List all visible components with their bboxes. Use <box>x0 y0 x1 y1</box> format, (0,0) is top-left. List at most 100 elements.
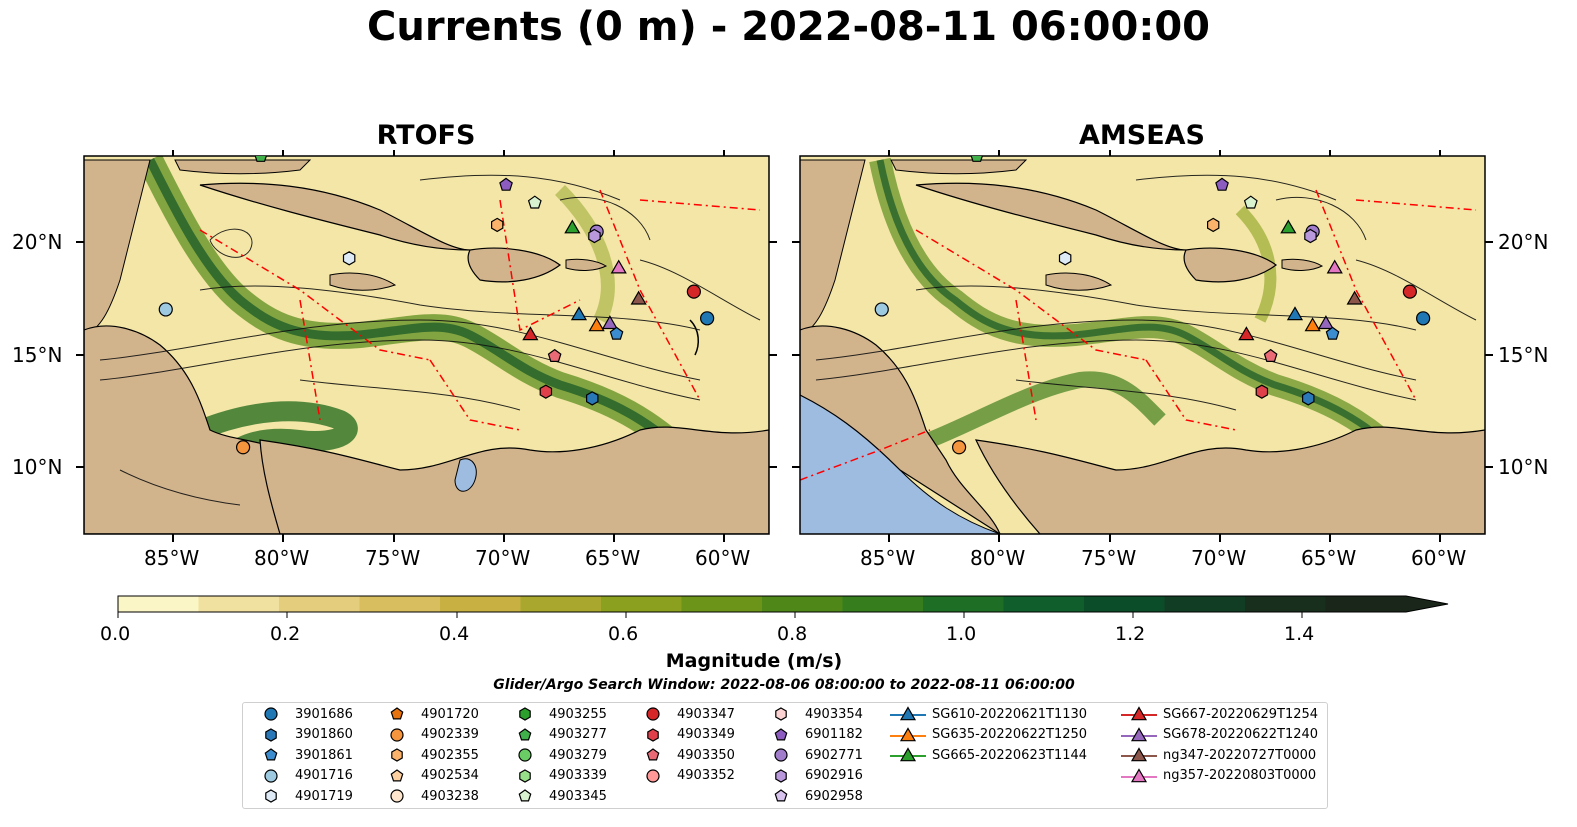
legend-marker <box>518 727 532 740</box>
map-marker-SG667-20220629T1254 <box>1238 326 1255 341</box>
legend-label: SG665-20220623T1144 <box>932 747 1088 763</box>
legend-item: 4903350 <box>633 746 735 764</box>
legend-item: 6901182 <box>761 726 863 744</box>
map-marker-6901182 <box>1215 177 1229 191</box>
map-marker-4901716 <box>874 302 889 317</box>
figure-title: Currents (0 m) - 2022-08-11 06:00:00 <box>367 4 1210 50</box>
legend-marker <box>519 768 531 783</box>
legend-item: 4903354 <box>761 705 863 723</box>
legend-marker <box>391 748 403 762</box>
legend-item: SG635-20220622T1250 <box>888 726 1087 744</box>
legend-marker <box>264 768 278 783</box>
legend-label: 4902339 <box>421 727 479 742</box>
colorbar-segment <box>1084 596 1165 612</box>
legend-item: 4903345 <box>505 787 607 805</box>
map-marker-SG610-20220621T1130 <box>570 306 588 321</box>
legend-item: 4903277 <box>505 726 607 744</box>
colorbar-tick: 0.6 <box>608 623 639 645</box>
legend-label: 4901716 <box>295 768 353 783</box>
map-marker-ng357-20220803T0000 <box>1326 259 1343 274</box>
legend-marker <box>646 768 660 783</box>
legend-label: 4903279 <box>549 747 607 763</box>
legend-marker <box>1121 726 1157 741</box>
colorbar-segment <box>681 596 763 612</box>
map-marker-4903350 <box>547 348 562 362</box>
legend-marker <box>646 748 660 761</box>
map-marker-SG635-20220622T1250 <box>1304 317 1321 332</box>
map-marker-SG678-20220622T1240 <box>601 315 618 330</box>
y-tick-label: 20°N <box>1498 230 1549 254</box>
x-tick-label: 75°W <box>365 546 421 570</box>
legend-label: SG678-20220622T1240 <box>1163 727 1319 742</box>
map-marker-SG665-20220623T1144 <box>1280 219 1297 234</box>
map-marker-4903350 <box>1263 348 1278 362</box>
colorbar-tick: 0.8 <box>777 623 808 645</box>
map-marker-4903347 <box>1402 284 1417 299</box>
map-marker-4903349 <box>1255 384 1269 399</box>
colorbar-segment <box>923 596 1004 612</box>
x-tick-label: 85°W <box>144 546 200 570</box>
legend-label: 3901861 <box>295 747 353 763</box>
legend-item: 4903347 <box>633 705 735 723</box>
x-tick-label: 70°W <box>475 546 531 570</box>
legend-marker <box>390 727 404 742</box>
amseas-markers <box>874 156 1431 455</box>
colorbar-segment <box>279 596 360 612</box>
x-tick-label: 75°W <box>1081 546 1137 570</box>
legend-item: ng347-20220727T0000 <box>1119 746 1316 764</box>
colorbar-segment <box>198 596 280 612</box>
x-tick-label: 65°W <box>1301 546 1357 570</box>
legend-marker <box>518 789 532 802</box>
y-tick-label: 10°N <box>1498 455 1549 479</box>
map-marker-ng347-20220727T0000 <box>1346 290 1363 305</box>
x-tick-label: 80°W <box>254 546 310 570</box>
legend-item: 4903238 <box>377 787 479 805</box>
colorbar <box>117 595 1449 618</box>
map-marker-SG665-20220623T1144 <box>564 219 581 234</box>
legend-marker <box>647 727 659 742</box>
legend-marker <box>775 707 787 721</box>
legend-marker <box>774 748 788 762</box>
legend-marker <box>390 768 404 781</box>
map-marker-3901686 <box>700 311 715 326</box>
legend-marker <box>1121 747 1157 762</box>
legend-item: 4903255 <box>505 705 607 723</box>
map-marker-4903347 <box>686 284 701 299</box>
x-tick-label: 65°W <box>585 546 641 570</box>
map-marker-3901861 <box>1325 326 1340 340</box>
legend: 3901686 3901860 3901861 4901716 4901719 49017… <box>242 702 1328 809</box>
map-marker-3901686 <box>1416 311 1431 326</box>
map-marker-4901716 <box>158 302 173 317</box>
legend-marker <box>775 768 787 783</box>
colorbar-segment <box>440 596 521 612</box>
legend-label: 4903347 <box>677 706 735 722</box>
legend-label: 4903277 <box>549 727 607 742</box>
legend-item: SG665-20220623T1144 <box>888 746 1087 764</box>
legend-marker <box>774 789 788 802</box>
legend-item: 4903279 <box>505 746 607 764</box>
legend-marker <box>774 727 788 740</box>
panel-title-rtofs: RTOFS <box>376 120 476 151</box>
legend-marker <box>890 726 926 741</box>
legend-item: 4901716 <box>251 767 353 785</box>
legend-label: 6902958 <box>805 788 863 804</box>
map-marker-4902355 <box>1206 217 1220 233</box>
legend-item: 4902355 <box>377 746 479 764</box>
map-marker-4902339 <box>235 440 251 455</box>
map-marker-4901719 <box>1058 251 1072 266</box>
colorbar-tick: 1.4 <box>1284 623 1315 645</box>
colorbar-segment <box>1164 596 1246 612</box>
legend-item: SG678-20220622T1240 <box>1119 726 1318 744</box>
legend-item: 4901719 <box>251 787 353 805</box>
legend-marker <box>518 748 532 762</box>
colorbar-tick: 1.2 <box>1115 623 1146 645</box>
map-marker-3901860 <box>1301 391 1315 406</box>
legend-label: 4901720 <box>421 706 479 722</box>
legend-marker <box>390 707 404 720</box>
map-marker-4901719 <box>342 251 356 266</box>
x-tick-label: 60°W <box>695 546 751 570</box>
colorbar-segment <box>842 596 924 612</box>
y-tick-label: 10°N <box>12 455 63 479</box>
legend-item: 4902534 <box>377 767 479 785</box>
